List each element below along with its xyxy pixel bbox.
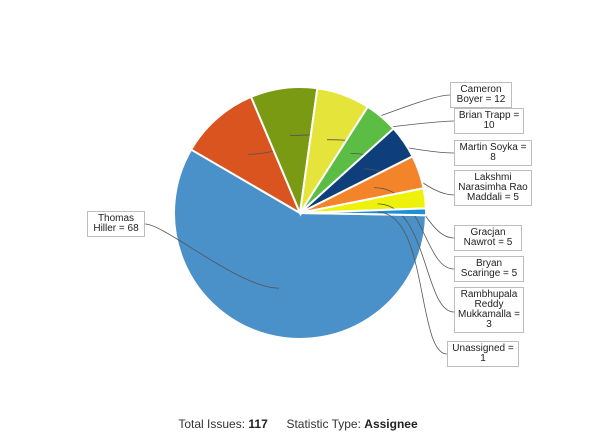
slice-label-0: Thomas Hiller = 68 xyxy=(87,211,145,237)
total-issues-value: 117 xyxy=(248,417,268,431)
pie-slice-1 xyxy=(189,95,303,216)
pie-chart: Thomas Hiller = 68 Cameron Boyer = 12 Bria… xyxy=(87,82,532,367)
slice-label-7: Rambhupala Reddy Mukkamalla = 3 xyxy=(454,287,524,333)
slice-label-4: Lakshmi Narasimha Rao Maddali = 5 xyxy=(454,170,532,206)
slice-label-3: Martin Soyka = 8 xyxy=(454,140,532,166)
statistic-type-label: Statistic Type: xyxy=(286,417,361,431)
slice-label-8: Unassigned = 1 xyxy=(447,341,519,367)
pie-slice-0 xyxy=(173,148,427,340)
leader-line-6 xyxy=(373,187,455,270)
slice-label-1: Cameron Boyer = 12 xyxy=(450,82,512,108)
leader-line-7 xyxy=(377,203,455,313)
slice-label-6: Bryan Scaringe = 5 xyxy=(454,256,524,282)
pie-chart-svg xyxy=(144,85,455,355)
chart-footer: Total Issues: 117 Statistic Type: Assign… xyxy=(0,417,596,431)
leader-line-0 xyxy=(144,223,280,289)
slice-label-5: Gracjan Nawrot = 5 xyxy=(454,225,522,251)
leader-line-8 xyxy=(378,211,448,355)
statistic-type-value: Assignee xyxy=(364,417,418,431)
total-issues-label: Total Issues: xyxy=(178,417,246,431)
pie-slice-8 xyxy=(299,207,427,217)
slice-label-2: Brian Trapp = 10 xyxy=(454,108,524,134)
